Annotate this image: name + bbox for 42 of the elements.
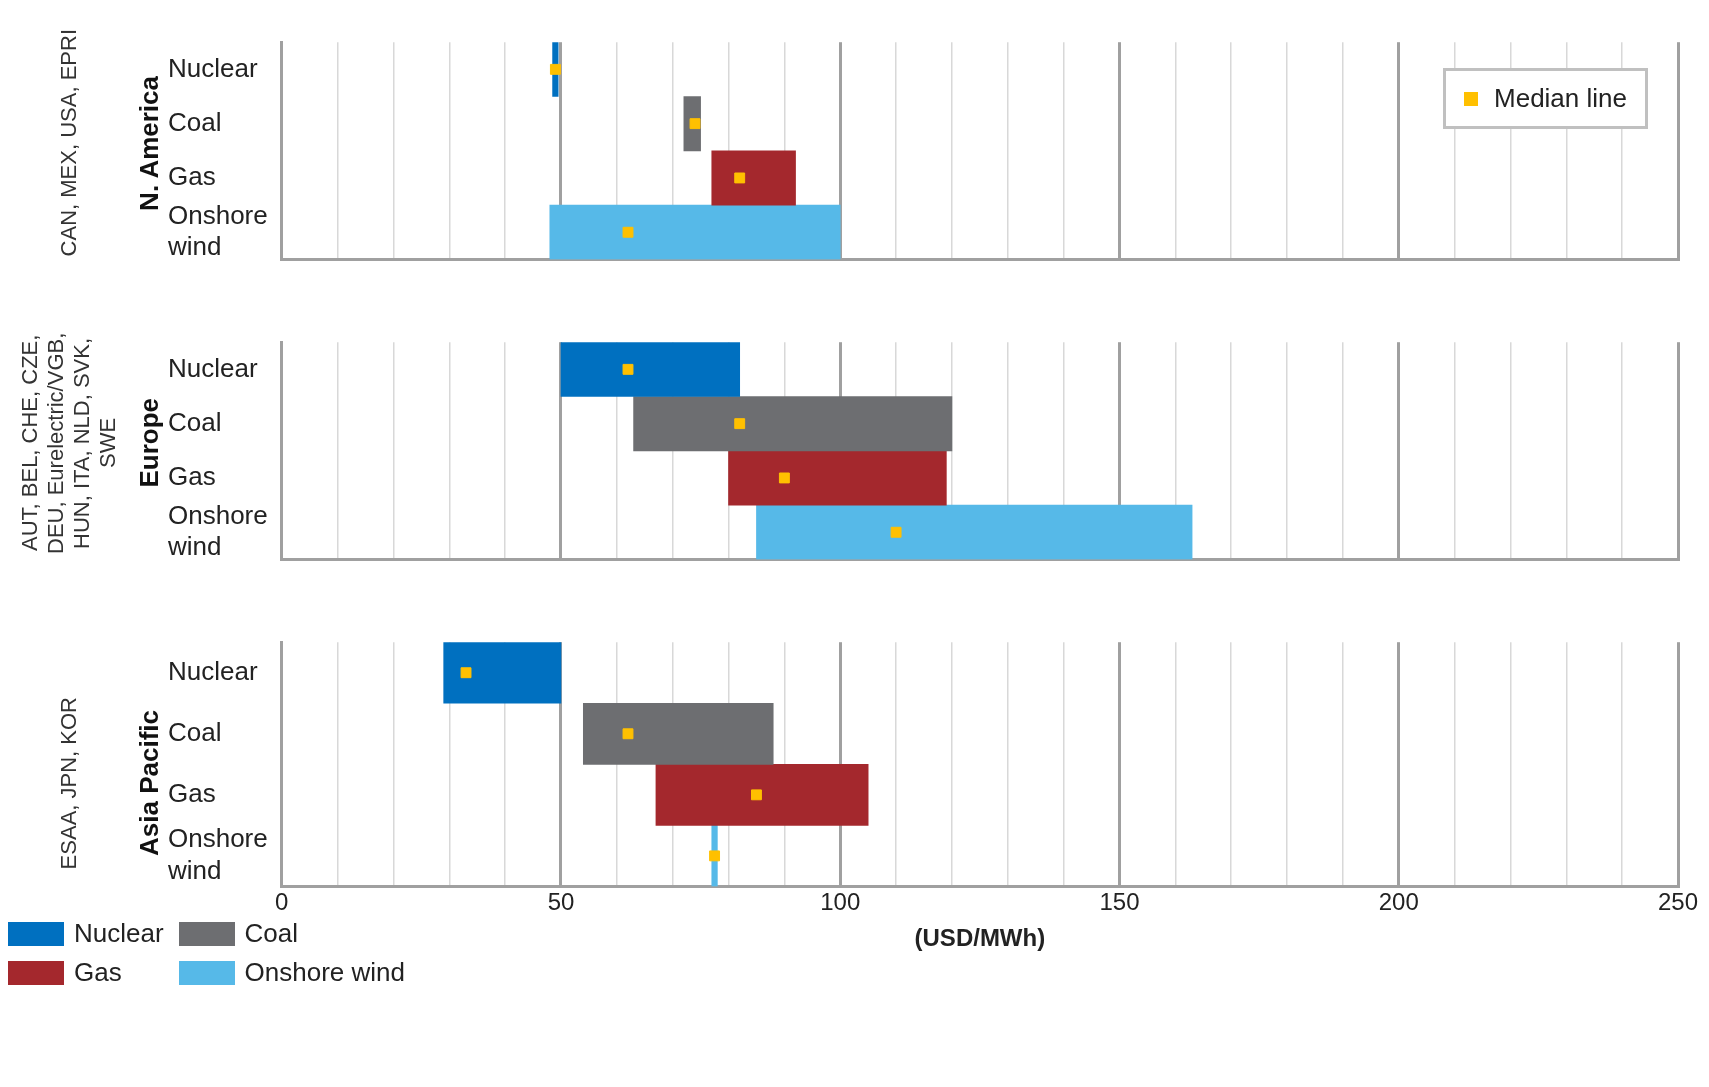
y-tick-label: Coal bbox=[168, 106, 222, 137]
y-tick-label: Onshore wind bbox=[167, 823, 268, 885]
point bbox=[709, 850, 721, 862]
y-axis-title: Asia Pacific bbox=[133, 710, 165, 856]
point bbox=[778, 472, 790, 484]
point bbox=[734, 172, 746, 184]
point bbox=[549, 63, 561, 75]
y-tick-label: Nuclear bbox=[168, 352, 258, 383]
point bbox=[751, 789, 762, 801]
y-tick-label: Gas bbox=[168, 461, 216, 492]
y-tick-label: Nuclear bbox=[168, 655, 258, 686]
y-axis-title: N. America bbox=[133, 75, 165, 211]
y-axis-title: Europe bbox=[133, 398, 165, 488]
x-tick-label: 150 bbox=[1099, 888, 1140, 916]
point bbox=[460, 667, 472, 679]
legend-label: Gas bbox=[74, 957, 122, 988]
y-tick-label: Onshore wind bbox=[167, 199, 268, 262]
text: AUT, BEL, CHE, CZE, DEU, Eurelectric/VGB, HUN, ITA, NLD, SVK, SWE bbox=[17, 331, 122, 556]
legend-label: Onshore wind bbox=[244, 957, 405, 988]
text: ESAA, JPN, KOR bbox=[56, 696, 83, 870]
legend-label: Median line bbox=[1494, 83, 1627, 114]
point bbox=[890, 526, 902, 538]
x-tick-label: 200 bbox=[1378, 888, 1419, 916]
x-tick-label: 250 bbox=[1657, 888, 1699, 916]
y-tick-label: Onshore wind bbox=[167, 499, 268, 562]
point bbox=[622, 226, 634, 238]
y-tick-label: Gas bbox=[168, 161, 216, 192]
point bbox=[689, 118, 701, 130]
point bbox=[622, 728, 634, 740]
x-axis-title: (USD/MWh) bbox=[914, 924, 1046, 952]
y-tick-label: Nuclear bbox=[168, 52, 258, 83]
point bbox=[734, 418, 746, 430]
legend-label: Coal bbox=[244, 918, 299, 949]
y-tick-label: Coal bbox=[168, 716, 222, 747]
point bbox=[622, 363, 634, 375]
legend-label: Nuclear bbox=[74, 918, 164, 949]
x-tick-label: 0 bbox=[275, 888, 289, 916]
y-tick-label: Coal bbox=[168, 406, 222, 437]
x-tick-label: 100 bbox=[820, 888, 861, 916]
y-tick-label: Gas bbox=[168, 778, 216, 808]
text: CAN, MEX, USA, EPRI bbox=[56, 29, 83, 257]
x-tick-label: 50 bbox=[547, 888, 575, 916]
